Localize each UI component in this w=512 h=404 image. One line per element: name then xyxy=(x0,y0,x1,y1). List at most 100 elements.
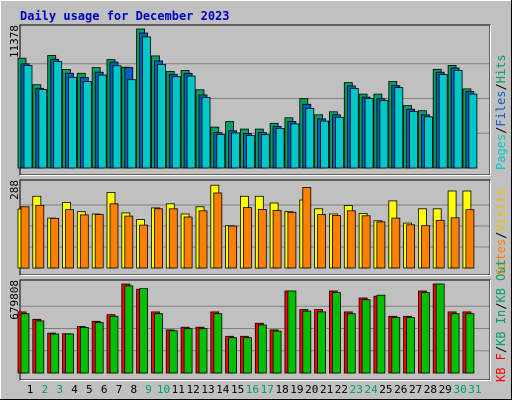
x-axis-day-label: 23 xyxy=(350,383,363,396)
sites-bar-sites-day-10 xyxy=(154,208,163,269)
sites-bar-sites-day-21 xyxy=(317,214,327,269)
hits-bar-pages-day-15 xyxy=(231,132,241,169)
sites-bar-sites-day-26 xyxy=(391,217,401,269)
hits-bar-pages-day-6 xyxy=(97,74,107,169)
kbytes-bar-kb-out-day-5 xyxy=(79,326,89,374)
kbytes-bar-kb-out-day-21 xyxy=(317,311,327,374)
hits-bar-pages-day-31 xyxy=(468,93,478,169)
x-axis-day-label: 26 xyxy=(394,383,407,396)
sites-bar-sites-day-23 xyxy=(346,210,356,269)
kbytes-bar-kb-out-day-30 xyxy=(450,313,460,374)
x-axis-day-label: 28 xyxy=(424,383,437,396)
kbytes-bar-kb-out-day-25 xyxy=(376,294,386,374)
kbytes-bar-kb-out-day-20 xyxy=(302,310,312,374)
x-axis-day-label: 8 xyxy=(130,383,137,396)
sites-bar-sites-day-20 xyxy=(302,187,312,269)
kbytes-bar-kb-out-day-10 xyxy=(154,313,163,374)
hits-bar-pages-day-1 xyxy=(23,65,33,169)
hits-bar-pages-day-17 xyxy=(260,134,270,169)
sites-bar-sites-day-12 xyxy=(183,216,193,269)
kbytes-bar-kb-out-day-28 xyxy=(420,292,430,374)
x-axis-day-label: 29 xyxy=(439,383,452,396)
hits-bar-pages-day-25 xyxy=(379,100,389,169)
x-axis-day-label: 21 xyxy=(320,383,333,396)
sites-bar-sites-day-11 xyxy=(168,208,178,269)
x-axis-day-label: 12 xyxy=(186,383,199,396)
hits-bar-pages-day-13 xyxy=(201,97,211,169)
hits-bar-pages-day-23 xyxy=(349,88,359,169)
sites-bar-sites-day-27 xyxy=(406,224,416,269)
kbytes-bar-kb-out-day-27 xyxy=(406,317,416,374)
hits-bar-pages-day-8 xyxy=(127,79,137,169)
x-axis-day-label: 18 xyxy=(275,383,288,396)
sites-bar-sites-day-15 xyxy=(228,225,238,269)
kbytes-legend-kbout: KB Out xyxy=(494,259,508,302)
kbytes-bar-kb-out-day-31 xyxy=(465,313,475,374)
sites-bar-sites-day-13 xyxy=(198,210,208,269)
hits-bar-pages-day-21 xyxy=(320,120,330,169)
hits-bar-pages-day-16 xyxy=(245,135,255,169)
x-axis-day-label: 10 xyxy=(157,383,170,396)
sites-bar-sites-day-31 xyxy=(465,209,475,269)
sites-bar-sites-day-29 xyxy=(435,220,445,269)
sites-y-max-label: 288 xyxy=(8,180,21,200)
kbytes-legend-sep-1: / xyxy=(494,346,508,353)
sites-bar-sites-day-2 xyxy=(35,204,45,269)
kbytes-bar-kb-out-day-4 xyxy=(65,333,74,374)
x-axis-day-label: 19 xyxy=(290,383,303,396)
sites-bar-sites-day-1 xyxy=(20,206,30,269)
sites-bar-sites-day-19 xyxy=(287,211,297,269)
hits-bar-pages-day-27 xyxy=(409,111,419,169)
x-axis-day-label: 24 xyxy=(364,383,378,396)
kbytes-bar-kb-out-day-17 xyxy=(257,324,267,374)
sites-bar-sites-day-18 xyxy=(272,210,282,269)
sites-bar-sites-day-28 xyxy=(420,225,430,269)
sites-legend: Sites/Visits xyxy=(494,188,508,275)
sites-bar-sites-day-17 xyxy=(257,208,267,269)
kbytes-bar-kb-out-day-13 xyxy=(198,328,208,374)
hits-y-max-label: 11378 xyxy=(8,25,21,58)
hits-bar-pages-day-9 xyxy=(142,36,152,169)
hits-bar-pages-day-4 xyxy=(68,76,77,169)
kbytes-bar-kb-out-day-6 xyxy=(94,322,104,374)
x-axis-day-label: 3 xyxy=(56,383,63,396)
sites-bar-sites-day-9 xyxy=(139,224,149,269)
x-axis-day-label: 30 xyxy=(453,383,466,396)
kbytes-legend-kbin: KB In xyxy=(494,310,508,346)
hits-bar-pages-day-18 xyxy=(275,127,285,169)
kbytes-bar-kb-out-day-18 xyxy=(272,330,282,374)
sites-legend-visits: Visits xyxy=(494,188,508,231)
hits-bar-pages-day-29 xyxy=(438,74,448,169)
x-axis-day-label: 25 xyxy=(379,383,392,396)
hits-bar-pages-day-22 xyxy=(334,116,344,169)
kbytes-bar-kb-out-day-7 xyxy=(109,315,119,374)
x-axis-day-label: 20 xyxy=(305,383,318,396)
hits-bar-pages-day-12 xyxy=(186,75,196,169)
x-axis-day-label: 31 xyxy=(468,383,481,396)
sites-legend-sites: Sites xyxy=(494,239,508,275)
x-axis-day-label: 17 xyxy=(261,383,274,396)
x-axis-day-label: 11 xyxy=(172,383,185,396)
kbytes-bar-kb-out-day-16 xyxy=(242,337,252,374)
x-axis-day-label: 9 xyxy=(145,383,152,396)
x-axis-day-label: 13 xyxy=(201,383,214,396)
sites-bar-sites-day-24 xyxy=(361,215,371,269)
hits-bar-pages-day-14 xyxy=(216,134,226,169)
hits-legend: Pages/Files/Hits xyxy=(494,54,508,170)
hits-bar-pages-day-20 xyxy=(305,108,315,169)
hits-bar-pages-day-19 xyxy=(290,123,300,169)
hits-legend-sep-1: / xyxy=(494,127,508,134)
kbytes-bars xyxy=(17,283,475,374)
sites-bar-sites-day-22 xyxy=(331,215,341,269)
hits-bar-pages-day-24 xyxy=(364,98,374,169)
hits-legend-files: Files xyxy=(494,91,508,127)
sites-legend-sep: / xyxy=(494,232,508,239)
x-axis-day-label: 5 xyxy=(86,383,93,396)
kbytes-bar-kb-out-day-14 xyxy=(213,313,223,374)
kbytes-bar-kb-out-day-22 xyxy=(331,292,341,374)
hits-bar-pages-day-5 xyxy=(82,81,92,169)
x-axis-day-label: 4 xyxy=(71,383,78,396)
kbytes-bar-kb-out-day-12 xyxy=(183,328,193,374)
